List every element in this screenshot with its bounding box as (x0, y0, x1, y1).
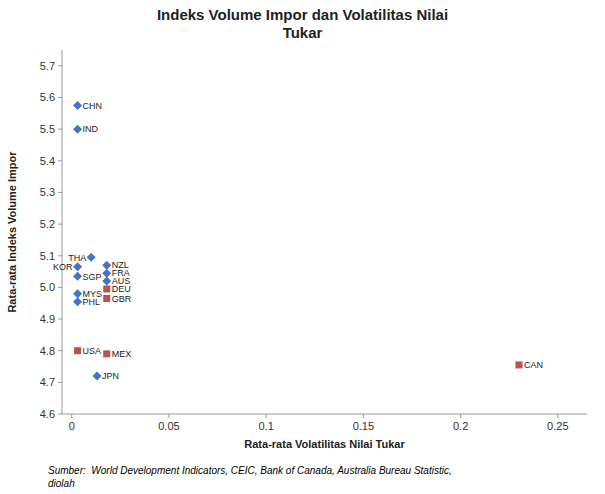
x-axis-line (62, 414, 587, 415)
y-tick-label: 5.2 (40, 218, 55, 230)
x-tick (71, 414, 72, 418)
x-tick-label: 0.25 (547, 420, 568, 432)
title: Indeks Volume Impor dan Volatilitas Nila… (157, 6, 448, 41)
x-tick (557, 414, 558, 418)
y-tick (58, 129, 62, 130)
y-tick-label: 5.6 (40, 91, 55, 103)
y-tick-label: 4.7 (40, 376, 55, 388)
y-tick (58, 414, 62, 415)
point-label: CHN (83, 101, 103, 111)
y-tick-label: 4.8 (40, 345, 55, 357)
x-tick-label: 0.15 (353, 420, 374, 432)
point-labels: CHNINDKORSGPMYSPHLTHANZLFRAAUSJPNDEUGBRM… (53, 101, 543, 382)
point-label: KOR (53, 262, 73, 272)
point-diamond (102, 269, 111, 278)
y-tick (58, 287, 62, 288)
y-axis-label: Rata-rata Indeks Volume Impor (6, 151, 18, 313)
y-tick-label: 4.6 (40, 408, 55, 420)
y-axis-line (62, 50, 63, 414)
x-tick (363, 414, 364, 418)
point-diamond (102, 277, 111, 286)
x-tick-label: 0.2 (453, 420, 468, 432)
point-diamond (73, 289, 82, 298)
point-label: CAN (524, 360, 543, 370)
point-diamond (87, 253, 96, 262)
point-diamond (73, 297, 82, 306)
y-tick-label: 5.5 (40, 123, 55, 135)
point-diamond (102, 261, 111, 270)
point-label: GBR (112, 294, 132, 304)
point-label: MEX (112, 349, 132, 359)
y-tick (58, 319, 62, 320)
point-square (103, 350, 110, 357)
source-line: Sumber: World Development Indicators, CE… (48, 465, 452, 476)
source-note: Sumber: World Development Indicators, CE… (48, 465, 452, 489)
x-tick (168, 414, 169, 418)
y-tick (58, 160, 62, 161)
point-label: DEU (112, 284, 131, 294)
y-tick (58, 350, 62, 351)
point-diamond (93, 372, 102, 381)
y-tick (58, 97, 62, 98)
point-square (515, 361, 522, 368)
chart: Indeks Volume Impor dan Volatilitas Nila… (0, 0, 605, 494)
y-tick-label: 5.7 (40, 60, 55, 72)
title-line: Indeks Volume Impor dan Volatilitas Nila… (157, 6, 448, 23)
point-label: USA (83, 346, 102, 356)
y-tick-label: 5.4 (40, 155, 55, 167)
x-tick-label: 0 (69, 420, 75, 432)
point-diamond (73, 272, 82, 281)
title-line: Tukar (283, 24, 323, 41)
x-axis-label: Rata-rata Volatilitas Nilai Tukar (244, 438, 405, 450)
point-label: IND (83, 124, 99, 134)
marks (73, 101, 522, 381)
point-square (103, 285, 110, 292)
point-label: PHL (83, 297, 101, 307)
x-tick-label: 0.1 (259, 420, 274, 432)
x-tick (460, 414, 461, 418)
y-tick-label: 5.0 (40, 281, 55, 293)
y-tick (58, 255, 62, 256)
point-diamond (73, 125, 82, 134)
y-tick-label: 5.1 (40, 250, 55, 262)
y-tick (58, 224, 62, 225)
point-label: JPN (102, 371, 119, 381)
y-tick (58, 192, 62, 193)
point-square (74, 347, 81, 354)
point-diamond (73, 101, 82, 110)
y-tick (58, 382, 62, 383)
point-diamond (73, 262, 82, 271)
point-square (103, 295, 110, 302)
point-label: THA (68, 253, 86, 263)
y-tick (58, 65, 62, 66)
point-label: SGP (83, 272, 102, 282)
x-tick-label: 0.05 (158, 420, 179, 432)
y-tick-label: 4.9 (40, 313, 55, 325)
source-line: diolah (48, 478, 75, 489)
x-tick (266, 414, 267, 418)
y-tick-label: 5.3 (40, 186, 55, 198)
